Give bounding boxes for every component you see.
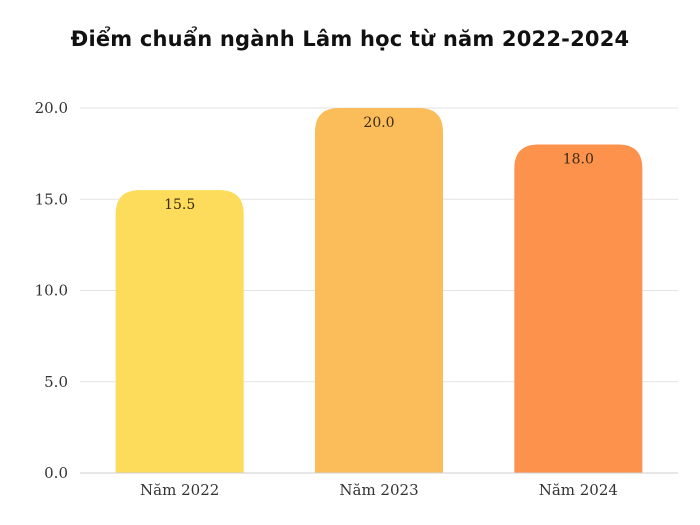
y-axis-tick-labels: 0.0 5.0 10.0 15.0 20.0 — [35, 99, 68, 482]
y-tick-label: 10.0 — [35, 282, 68, 300]
bar-năm-2023 — [315, 108, 443, 473]
data-label: 15.5 — [164, 197, 195, 213]
bar-năm-2024 — [514, 144, 643, 473]
data-label: 20.0 — [363, 115, 394, 131]
x-tick-label: Năm 2022 — [140, 481, 219, 499]
x-axis-tick-labels: Năm 2022 Năm 2023 Năm 2024 — [140, 481, 618, 499]
data-labels: 15.5 20.0 18.0 — [164, 115, 594, 213]
y-tick-label: 5.0 — [44, 373, 68, 391]
x-tick-label: Năm 2024 — [539, 481, 618, 499]
data-label: 18.0 — [563, 152, 594, 168]
x-tick-label: Năm 2023 — [339, 481, 418, 499]
bars — [115, 108, 643, 473]
y-tick-label: 0.0 — [44, 464, 68, 482]
chart-title: Điểm chuẩn ngành Lâm học từ năm 2022-202… — [70, 27, 630, 51]
y-tick-label: 20.0 — [35, 99, 68, 117]
y-tick-label: 15.0 — [35, 190, 68, 208]
bar-năm-2022 — [115, 190, 244, 473]
